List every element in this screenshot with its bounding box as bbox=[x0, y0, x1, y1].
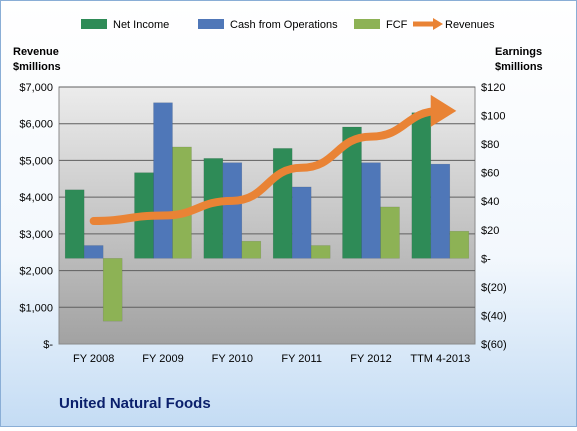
left-axis-title: Revenue bbox=[13, 46, 59, 58]
left-tick-label: $6,000 bbox=[19, 119, 53, 131]
right-tick-label: $100 bbox=[481, 111, 505, 123]
bar-net-income bbox=[64, 189, 85, 259]
legend: Net Income Cash from Operations FCF Revenue… bbox=[81, 18, 495, 31]
legend-label: Revenues bbox=[445, 19, 495, 31]
legend-arrow bbox=[433, 18, 443, 30]
bar-cash-from-operations bbox=[222, 162, 243, 259]
bar-fcf bbox=[172, 146, 192, 259]
right-tick-label: $80 bbox=[481, 139, 499, 151]
right-tick-label: $(60) bbox=[481, 339, 507, 351]
right-tick-label: $(40) bbox=[481, 310, 507, 322]
right-tick-label: $120 bbox=[481, 82, 505, 94]
bar-cash-from-operations bbox=[430, 163, 451, 259]
legend-swatch bbox=[354, 19, 380, 29]
category-label: FY 2012 bbox=[350, 353, 391, 365]
category-label: TTM 4-2013 bbox=[410, 353, 470, 365]
right-tick-label: $60 bbox=[481, 168, 499, 180]
legend-swatch bbox=[198, 19, 224, 29]
bar-fcf bbox=[310, 245, 331, 259]
category-label: FY 2009 bbox=[142, 353, 183, 365]
left-tick-label: $4,000 bbox=[19, 192, 53, 204]
right-tick-label: $(20) bbox=[481, 282, 507, 294]
bar-net-income bbox=[272, 148, 293, 259]
bar-net-income bbox=[411, 112, 432, 259]
bar-fcf bbox=[449, 230, 470, 259]
left-tick-label: $7,000 bbox=[19, 82, 53, 94]
revenue-line bbox=[89, 94, 457, 226]
legend-label: FCF bbox=[386, 19, 408, 31]
category-label: FY 2010 bbox=[212, 353, 253, 365]
bar-fcf bbox=[241, 240, 262, 259]
bar-fcf bbox=[380, 206, 400, 259]
right-axis-subtitle: $millions bbox=[495, 61, 543, 73]
category-label: FY 2008 bbox=[73, 353, 114, 365]
legend-swatch bbox=[81, 19, 107, 29]
legend-label: Net Income bbox=[113, 19, 169, 31]
left-tick-label: $1,000 bbox=[19, 302, 53, 314]
right-tick-label: $20 bbox=[481, 225, 499, 237]
footer-title: United Natural Foods bbox=[59, 395, 211, 412]
left-tick-label: $5,000 bbox=[19, 155, 53, 167]
right-tick-label: $40 bbox=[481, 196, 499, 208]
right-axis-title: Earnings bbox=[495, 46, 542, 58]
bar-cash-from-operations bbox=[291, 186, 312, 259]
bar-cash-from-operations bbox=[83, 245, 104, 259]
bar-cash-from-operations bbox=[361, 162, 381, 259]
left-tick-label: $- bbox=[43, 339, 53, 351]
left-axis-subtitle: $millions bbox=[13, 61, 61, 73]
right-tick-label: $- bbox=[481, 253, 491, 265]
bar-fcf bbox=[102, 258, 123, 322]
category-label: FY 2011 bbox=[281, 353, 322, 365]
legend-label: Cash from Operations bbox=[230, 19, 338, 31]
bar-cash-from-operations bbox=[153, 102, 173, 259]
left-tick-label: $2,000 bbox=[19, 266, 53, 278]
left-tick-label: $3,000 bbox=[19, 229, 53, 241]
